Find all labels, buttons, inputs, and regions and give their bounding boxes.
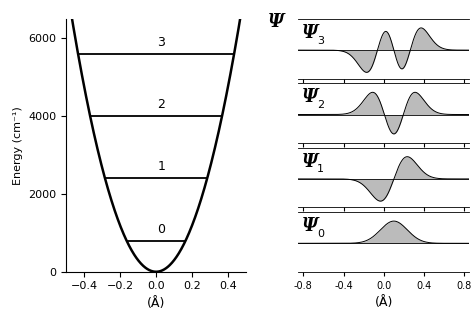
Text: 2: 2 xyxy=(317,100,324,110)
X-axis label: (Å): (Å) xyxy=(374,296,393,309)
Text: Ψ: Ψ xyxy=(302,88,318,106)
Text: 3: 3 xyxy=(157,36,165,49)
Text: 2: 2 xyxy=(157,98,165,111)
Text: 0: 0 xyxy=(157,222,165,236)
Text: 1: 1 xyxy=(157,160,165,173)
Text: Ψ: Ψ xyxy=(302,153,318,171)
Text: Ψ: Ψ xyxy=(302,24,318,42)
Text: 0: 0 xyxy=(317,229,324,239)
Text: Ψ: Ψ xyxy=(302,217,318,235)
Y-axis label: Energy (cm⁻¹): Energy (cm⁻¹) xyxy=(13,106,23,185)
Text: 1: 1 xyxy=(317,164,324,174)
X-axis label: (Å): (Å) xyxy=(147,297,165,310)
Text: 3: 3 xyxy=(317,36,324,46)
Text: Ψ: Ψ xyxy=(268,13,284,31)
